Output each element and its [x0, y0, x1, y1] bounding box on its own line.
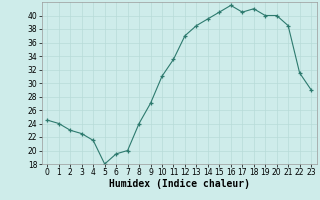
X-axis label: Humidex (Indice chaleur): Humidex (Indice chaleur)	[109, 179, 250, 189]
